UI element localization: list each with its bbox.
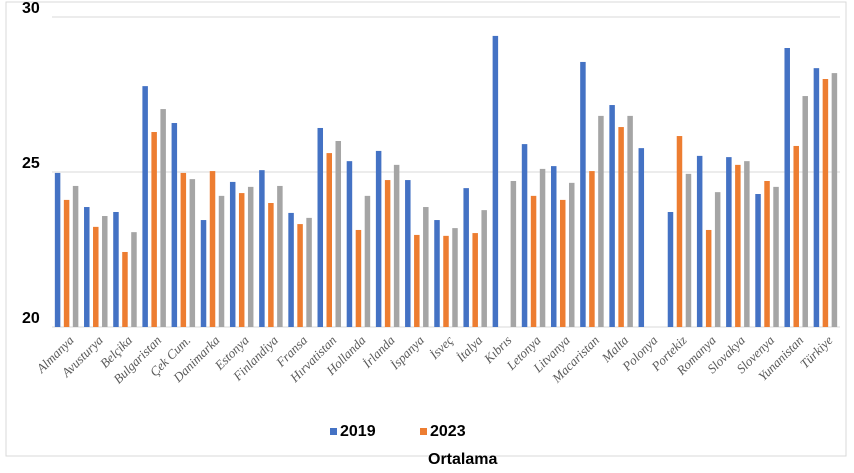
bar — [735, 164, 741, 327]
bar — [180, 172, 187, 327]
y-tick-label: 20 — [22, 310, 40, 327]
bar — [414, 234, 420, 327]
bar — [63, 199, 70, 327]
bar — [346, 161, 353, 327]
bar — [393, 164, 400, 327]
bar — [229, 181, 236, 327]
bar — [685, 173, 692, 327]
bar — [598, 115, 604, 327]
bar — [268, 203, 274, 327]
bar — [247, 186, 254, 327]
bar — [259, 170, 265, 327]
bar — [317, 127, 324, 327]
bar — [200, 220, 207, 327]
bar — [802, 96, 808, 327]
bar — [297, 224, 303, 327]
bar — [696, 155, 703, 327]
legend-swatch — [420, 428, 427, 435]
bar — [364, 195, 371, 327]
bar — [539, 168, 546, 327]
bar — [559, 199, 566, 327]
bar — [102, 216, 108, 327]
bar — [277, 185, 283, 327]
legend-label: 2023 — [430, 423, 466, 440]
bar — [443, 235, 449, 327]
bar — [521, 144, 528, 327]
bar — [530, 195, 537, 327]
bar — [84, 207, 90, 327]
bar — [744, 161, 750, 327]
bar — [676, 136, 683, 327]
y-tick-label: 30 — [22, 0, 40, 17]
bar — [189, 179, 196, 327]
bar — [405, 180, 411, 327]
bar — [831, 73, 838, 327]
bar — [627, 115, 633, 327]
legend-label: 2019 — [340, 423, 376, 440]
bar — [726, 157, 732, 327]
bar — [54, 172, 61, 327]
bar — [288, 212, 294, 327]
bar — [131, 232, 137, 327]
bar — [218, 195, 225, 327]
bar — [72, 185, 79, 327]
bar — [580, 61, 586, 327]
bar — [793, 145, 799, 327]
bar — [434, 220, 440, 327]
bar — [609, 105, 615, 327]
bar — [326, 153, 333, 327]
bar — [784, 48, 790, 327]
bar — [355, 229, 362, 327]
bar — [375, 150, 382, 327]
bar — [151, 132, 157, 327]
bar — [238, 193, 245, 327]
bar — [142, 86, 148, 327]
x-tick-label: İsveç — [426, 332, 456, 362]
bar — [822, 79, 829, 327]
bar — [773, 186, 779, 327]
bar — [335, 141, 342, 327]
x-tick-label: İtalya — [453, 332, 486, 365]
bar — [667, 211, 674, 327]
bar — [568, 182, 575, 327]
bar — [384, 180, 391, 327]
bar — [705, 229, 712, 327]
bar — [463, 188, 469, 327]
bar — [618, 127, 624, 327]
legend-label: Ortalama — [428, 451, 497, 468]
bar — [481, 210, 487, 327]
bar — [113, 211, 119, 327]
bar — [306, 217, 312, 327]
bar — [510, 180, 517, 327]
chart-border — [5, 1, 847, 457]
bar — [209, 171, 216, 327]
bar — [423, 207, 429, 327]
bar — [813, 68, 820, 328]
bar — [755, 194, 761, 327]
bar — [589, 171, 595, 327]
bar — [93, 226, 99, 327]
bar — [171, 123, 178, 328]
bar — [638, 148, 645, 327]
bar — [472, 233, 478, 327]
bar — [122, 251, 128, 327]
bar — [160, 109, 166, 327]
x-tick-label: Türkiye — [797, 332, 836, 371]
legend-swatch — [330, 428, 337, 435]
bar — [714, 192, 721, 327]
bar — [452, 228, 458, 327]
bar — [492, 35, 499, 327]
bar — [764, 180, 770, 327]
y-tick-label: 25 — [22, 155, 40, 172]
bar — [550, 166, 557, 327]
